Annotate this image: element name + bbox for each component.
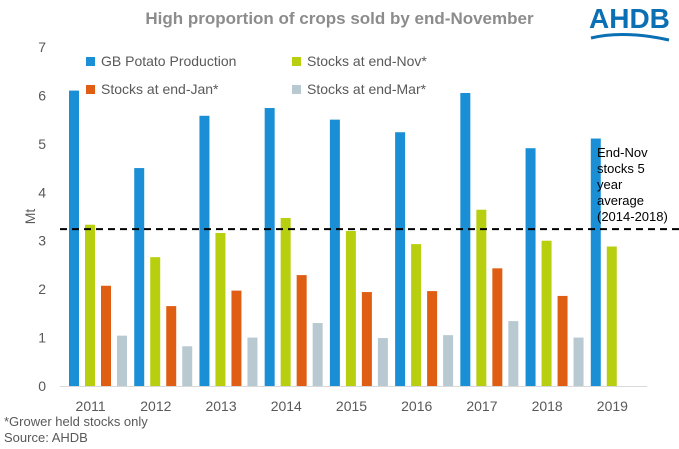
ahdb-logo: AHDB [589,3,670,42]
bar [590,138,601,386]
annotation-line: average [597,193,644,208]
bar [606,246,617,386]
legend-swatch [86,85,95,94]
bar [101,285,111,386]
x-tick-label: 2017 [466,398,497,414]
y-tick-label: 7 [38,39,46,55]
bar [377,338,388,386]
legend-swatch [292,85,301,94]
bar [296,275,307,386]
source-note: Source: AHDB [4,430,88,445]
bar [557,295,568,386]
bar [182,346,193,386]
x-tick-label: 2016 [401,398,432,414]
bar [427,291,438,386]
x-tick-label: 2012 [140,398,171,414]
bar [134,168,145,386]
bar [150,257,161,386]
y-tick-label: 4 [38,184,46,200]
bar [247,337,258,386]
bar [492,268,503,386]
x-tick-label: 2013 [205,398,236,414]
annotation-line: year [597,177,623,192]
bar [264,108,275,387]
footnote: *Grower held stocks only Source: AHDB [4,414,148,446]
legend: GB Potato Production Stocks at end-Nov* St… [86,53,427,97]
annotation-line: End-Nov [597,145,648,160]
y-tick-label: 1 [38,330,46,346]
bar [329,119,340,387]
y-tick-label: 2 [38,281,46,297]
annotation-line: stocks 5 [597,161,645,176]
logo-swoosh [590,32,670,42]
bar [69,90,79,386]
bar [117,335,127,386]
y-tick-label: 3 [38,233,46,249]
bar [443,335,454,386]
bar [541,240,552,386]
legend-label: Stocks at end-Nov* [307,53,427,69]
annotation-line: (2014-2018) [597,209,668,224]
x-axis-ticks: 2011 2012 2013 2014 2015 2016 2017 2018 2019 [76,398,629,414]
y-axis-label: Mt [22,209,38,225]
bars [69,90,617,387]
chart-title: High proportion of crops sold by end-Nov… [145,9,534,28]
y-axis-title: Mt [22,209,38,225]
bar [476,209,487,386]
legend-label: Stocks at end-Jan* [101,81,219,97]
legend-swatch [86,57,95,66]
bar [85,224,95,386]
bar [573,337,584,386]
y-tick-label: 6 [38,87,46,103]
bar [361,292,372,386]
bar [166,306,177,386]
logo-text: AHDB [589,3,670,34]
x-tick-label: 2019 [597,398,628,414]
bar [231,290,242,386]
bar [525,148,536,386]
y-tick-label: 0 [38,378,46,394]
legend-label: GB Potato Production [101,53,236,69]
y-tick-label: 5 [38,136,46,152]
x-tick-label: 2011 [76,398,106,414]
legend-label: Stocks at end-Mar* [307,81,427,97]
bar [345,231,356,386]
bar [395,132,406,386]
y-axis-ticks: 0 1 2 3 4 5 6 7 [38,39,46,394]
bar [460,93,471,386]
x-tick-label: 2015 [336,398,367,414]
bar [215,232,226,386]
bar [411,244,422,386]
x-tick-label: 2018 [532,398,563,414]
bar [508,321,519,386]
grower-note: *Grower held stocks only [4,414,148,429]
bar [280,217,291,386]
bar [199,115,210,387]
x-tick-label: 2014 [271,398,302,414]
legend-swatch [292,57,301,66]
bar [312,323,323,386]
